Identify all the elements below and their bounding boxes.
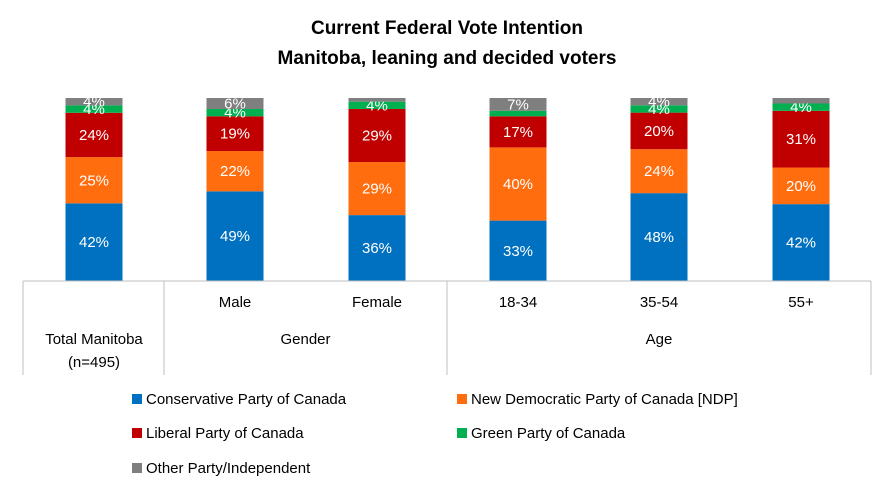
bar-segment — [65, 203, 123, 281]
bar-segment — [489, 116, 547, 148]
bar-segment — [772, 98, 830, 104]
chart-title-line1: Current Federal Vote Intention — [311, 18, 583, 39]
bar-segment — [772, 110, 830, 168]
bar-segment — [489, 147, 547, 221]
bar-segment — [630, 112, 688, 150]
bar-segment — [206, 191, 264, 281]
data-label: 33% — [503, 243, 533, 260]
bar-segment — [348, 101, 406, 109]
category-label: Male — [219, 294, 252, 311]
bar-segment — [489, 220, 547, 281]
bar-segment — [630, 98, 688, 106]
data-label: 25% — [79, 172, 109, 189]
bar-segment — [206, 98, 264, 109]
category-label: Female — [352, 294, 402, 311]
category-axis: Total Manitoba (n=495) Male Female 18-34 35-5… — [22, 280, 872, 375]
data-label: 49% — [220, 228, 250, 245]
data-label: 20% — [644, 123, 674, 140]
legend-swatch — [132, 394, 142, 404]
bar-segment — [206, 151, 264, 192]
legend-swatch — [132, 463, 142, 473]
data-label: 17% — [503, 124, 533, 141]
legend: Conservative Party of Canada New Democrat… — [132, 391, 738, 477]
category-label: 35-54 — [640, 294, 678, 311]
data-label: 22% — [220, 163, 250, 180]
bar-segment — [772, 167, 830, 205]
data-label: 29% — [362, 128, 392, 145]
data-label: 4% — [648, 94, 670, 111]
category-label: (n=495) — [68, 354, 120, 371]
data-label: 24% — [79, 127, 109, 144]
bar-segment — [65, 105, 123, 113]
bar-segment — [206, 116, 264, 152]
chart-title-line2: Manitoba, leaning and decided voters — [278, 48, 617, 69]
bars-layer: 42%25%24%4%4%49%22%19%4%6%36%29%29%4%33%… — [65, 94, 830, 281]
category-label: 18-34 — [499, 294, 537, 311]
data-label: 40% — [503, 176, 533, 193]
legend-label: Conservative Party of Canada — [146, 391, 347, 408]
bar-segment — [630, 193, 688, 281]
data-label: 36% — [362, 240, 392, 257]
bar-segment — [489, 110, 547, 117]
bar-segment — [348, 98, 406, 102]
bar-segment — [65, 112, 123, 158]
data-label: 24% — [644, 163, 674, 180]
legend-swatch — [457, 428, 467, 438]
group-label: Gender — [280, 331, 330, 348]
bar-segment — [348, 108, 406, 163]
data-label: 29% — [362, 181, 392, 198]
bar-segment — [772, 103, 830, 111]
bar-segment — [348, 162, 406, 216]
bar-segment — [630, 105, 688, 113]
bar-segment — [65, 98, 123, 106]
bar-segment — [630, 149, 688, 194]
group-label: Age — [646, 331, 673, 348]
data-label: 6% — [224, 95, 246, 112]
legend-swatch — [457, 394, 467, 404]
data-label: 48% — [644, 229, 674, 246]
data-label: 19% — [220, 126, 250, 143]
category-label: 55+ — [788, 294, 814, 311]
data-label: 31% — [786, 131, 816, 148]
legend-label: Other Party/Independent — [146, 460, 311, 477]
data-label: 42% — [79, 234, 109, 251]
data-label: 42% — [786, 235, 816, 252]
bar-segment — [772, 204, 830, 281]
category-label: Total Manitoba — [45, 331, 143, 348]
bar-segment — [206, 108, 264, 117]
bar-segment — [65, 157, 123, 204]
bar-segment — [348, 215, 406, 281]
legend-label: Green Party of Canada — [471, 425, 626, 442]
data-label: 7% — [507, 96, 529, 113]
legend-swatch — [132, 428, 142, 438]
data-label: 4% — [83, 94, 105, 111]
legend-label: New Democratic Party of Canada [NDP] — [471, 391, 738, 408]
data-label: 20% — [786, 178, 816, 195]
legend-label: Liberal Party of Canada — [146, 425, 304, 442]
bar-segment — [489, 98, 547, 111]
